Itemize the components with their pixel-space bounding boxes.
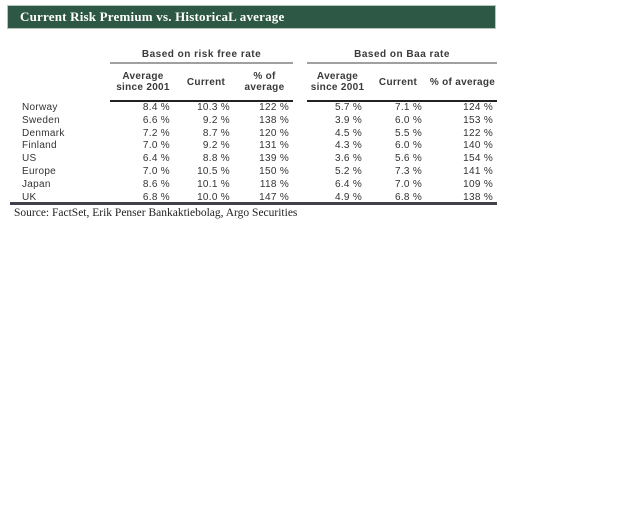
cell-rf-current: 8.8 % [202, 153, 230, 165]
col-header-rf-current: Current [176, 63, 236, 102]
column-header-row: Average since 2001 Current % of average … [14, 63, 498, 102]
spacer-cell [293, 166, 307, 179]
cell-baa-pct: 122 % [463, 127, 494, 139]
figure-title-bar: Current Risk Premium vs. HistoricaL aver… [7, 5, 496, 29]
cell-baa-pct: 141 % [463, 165, 494, 177]
cell-baa-average: 5.7 % [334, 102, 363, 113]
row-label: Japan [22, 178, 51, 190]
cell-baa-average: 3.6 % [334, 153, 363, 165]
spacer-cell [14, 44, 110, 63]
cell-rf-current: 10.0 % [197, 191, 230, 203]
col-header-baa-current: Current [368, 63, 429, 102]
row-label: Finland [22, 140, 57, 152]
cell-rf-average: 6.4 % [142, 153, 170, 165]
table-row-japan: Japan 8.6 % 10.1 % 118 % 6.4 % 7.0 % 109… [14, 179, 497, 192]
cell-rf-pct: 120 % [259, 127, 290, 139]
cell-baa-average: 4.5 % [334, 127, 363, 139]
spacer-cell [293, 115, 307, 128]
cell-baa-current: 6.8 % [394, 191, 423, 203]
cell-baa-average: 3.9 % [334, 114, 363, 126]
cell-rf-pct: 122 % [259, 102, 290, 113]
cell-rf-average: 6.8 % [142, 191, 170, 203]
row-label: Sweden [22, 114, 60, 126]
group-header-baa: Based on Baa rate [307, 44, 498, 64]
cell-rf-pct: 150 % [259, 165, 290, 177]
cell-rf-pct: 131 % [259, 140, 290, 152]
spacer-cell [293, 63, 307, 101]
cell-baa-average: 6.4 % [334, 178, 363, 190]
spacer-cell [293, 101, 307, 115]
table-row-finland: Finland 7.0 % 9.2 % 131 % 4.3 % 6.0 % 14… [14, 140, 497, 153]
cell-baa-pct: 154 % [463, 153, 494, 165]
cell-baa-pct: 109 % [463, 178, 494, 190]
cell-rf-current: 10.3 % [197, 102, 230, 113]
col-header-rf-average: Average since 2001 [110, 63, 176, 102]
cell-rf-pct: 147 % [259, 191, 290, 203]
cell-baa-pct: 138 % [463, 191, 494, 203]
cell-baa-current: 7.3 % [394, 165, 423, 177]
group-header-risk-free: Based on risk free rate [110, 44, 294, 64]
row-label: US [22, 153, 37, 165]
source-note: Source: FactSet, Erik Penser Bankaktiebo… [14, 207, 298, 219]
spacer-cell [293, 153, 307, 166]
cell-rf-average: 7.2 % [142, 127, 170, 139]
cell-rf-average: 7.0 % [142, 140, 170, 152]
table-row-norway: Norway 8.4 % 10.3 % 122 % 5.7 % 7.1 % 12… [14, 101, 497, 115]
row-label: Europe [22, 165, 57, 177]
table-row-europe: Europe 7.0 % 10.5 % 150 % 5.2 % 7.3 % 14… [14, 166, 497, 179]
cell-rf-current: 9.2 % [202, 140, 230, 152]
cell-baa-current: 6.0 % [394, 114, 423, 126]
col-header-rf-pct: % of average [236, 63, 294, 102]
risk-premium-table: Based on risk free rate Based on Baa rat… [14, 44, 498, 205]
cell-baa-average: 4.3 % [334, 140, 363, 152]
cell-rf-average: 8.6 % [142, 178, 170, 190]
cell-baa-pct: 153 % [463, 114, 494, 126]
cell-baa-pct: 140 % [463, 140, 494, 152]
spacer-cell [293, 140, 307, 153]
col-header-baa-average: Average since 2001 [307, 63, 369, 102]
col-header-baa-pct: % of average [428, 63, 498, 102]
cell-baa-pct: 124 % [463, 102, 494, 113]
row-label: Norway [22, 101, 58, 113]
cell-rf-current: 9.2 % [202, 114, 230, 126]
cell-baa-average: 5.2 % [334, 165, 363, 177]
cell-rf-average: 6.6 % [142, 114, 170, 126]
cell-baa-current: 5.6 % [394, 153, 423, 165]
cell-rf-current: 10.5 % [197, 165, 230, 177]
cell-rf-pct: 138 % [259, 114, 290, 126]
row-label: Denmark [22, 127, 65, 139]
figure-title: Current Risk Premium vs. HistoricaL aver… [20, 9, 285, 24]
cell-rf-average: 7.0 % [142, 165, 170, 177]
cell-baa-average: 4.9 % [334, 191, 363, 203]
group-header-row: Based on risk free rate Based on Baa rat… [14, 44, 498, 64]
cell-rf-average: 8.4 % [142, 102, 170, 113]
cell-baa-current: 6.0 % [394, 140, 423, 152]
table-row-us: US 6.4 % 8.8 % 139 % 3.6 % 5.6 % 154 % [14, 153, 497, 166]
spacer-cell [293, 44, 307, 63]
table-row-sweden: Sweden 6.6 % 9.2 % 138 % 3.9 % 6.0 % 153… [14, 115, 497, 128]
cell-baa-current: 7.1 % [394, 102, 423, 113]
spacer-cell [293, 179, 307, 192]
cell-rf-current: 10.1 % [197, 178, 230, 190]
cell-rf-pct: 118 % [259, 178, 290, 190]
cell-baa-current: 5.5 % [394, 127, 423, 139]
cell-rf-pct: 139 % [259, 153, 290, 165]
cell-baa-current: 7.0 % [394, 178, 423, 190]
bottom-rule [10, 202, 497, 205]
table-row-uk: UK 6.8 % 10.0 % 147 % 4.9 % 6.8 % 138 % [14, 192, 497, 205]
row-label: UK [22, 191, 37, 203]
spacer-cell [14, 63, 110, 101]
cell-rf-current: 8.7 % [202, 127, 230, 139]
spacer-cell [293, 128, 307, 141]
table-row-denmark: Denmark 7.2 % 8.7 % 120 % 4.5 % 5.5 % 12… [14, 128, 497, 141]
